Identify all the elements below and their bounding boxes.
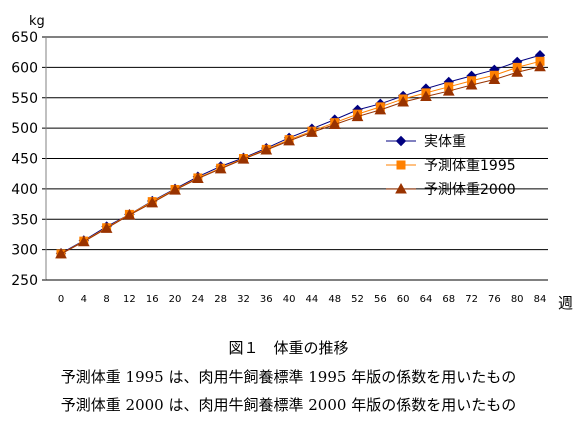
point-2-80	[511, 66, 524, 77]
x-tick-label-44: 44	[306, 294, 319, 305]
x-tick-label-72: 72	[465, 294, 478, 305]
legend-label-2: 予測体重2000	[424, 182, 516, 198]
y-tick-label-550: 550	[11, 91, 38, 107]
point-2-36	[260, 143, 273, 155]
series-2	[55, 60, 546, 259]
legend-marker-1	[396, 160, 406, 170]
x-tick-label-24: 24	[191, 294, 204, 305]
point-2-16	[146, 196, 159, 208]
caption-note-1995: 予測体重 1995 は、肉用牛飼養標準 1995 年版の係数を用いたもの	[60, 368, 517, 386]
legend-label-0: 実体重	[424, 134, 466, 150]
x-tick-label-60: 60	[397, 294, 410, 305]
point-2-0	[55, 247, 67, 259]
x-tick-label-64: 64	[420, 294, 433, 305]
point-2-20	[169, 184, 181, 195]
y-tick-label-400: 400	[11, 182, 38, 198]
point-2-32	[237, 153, 250, 164]
point-2-12	[123, 208, 136, 220]
point-2-28	[214, 162, 227, 174]
x-tick-label-80: 80	[511, 294, 524, 305]
legend-label-1: 予測体重1995	[424, 158, 516, 174]
x-tick-label-76: 76	[488, 294, 501, 305]
y-tick-label-650: 650	[11, 30, 38, 46]
point-2-72	[465, 78, 478, 90]
y-tick-label-500: 500	[11, 121, 38, 137]
x-tick-label-20: 20	[169, 294, 182, 305]
series-layer	[55, 50, 546, 259]
x-tick-label-0: 0	[58, 294, 64, 305]
point-2-56	[374, 103, 387, 115]
y-tick-label-600: 600	[11, 60, 38, 76]
y-tick-label-350: 350	[11, 212, 38, 228]
x-tick-label-4: 4	[81, 294, 87, 305]
x-tick-label-36: 36	[260, 294, 273, 305]
point-2-52	[351, 110, 364, 122]
x-tick-label-32: 32	[237, 294, 250, 305]
point-2-40	[283, 134, 295, 146]
x-tick-label-12: 12	[123, 294, 136, 305]
point-2-48	[328, 118, 341, 129]
x-tick-label-84: 84	[534, 294, 547, 305]
x-tick-label-52: 52	[351, 294, 364, 305]
y-axis-unit-label: kg	[29, 14, 45, 29]
x-tick-label-28: 28	[214, 294, 227, 305]
point-2-44	[306, 126, 318, 137]
grid-lines	[46, 36, 548, 251]
point-2-84	[534, 60, 546, 72]
x-tick-label-68: 68	[442, 294, 455, 305]
x-tick-label-16: 16	[146, 294, 159, 305]
y-tick-label-250: 250	[11, 273, 38, 289]
point-2-4	[77, 235, 90, 247]
point-2-24	[192, 172, 204, 184]
figure-title: 図１ 体重の推移	[228, 339, 349, 357]
point-2-76	[488, 73, 501, 85]
x-tick-label-8: 8	[103, 294, 109, 305]
legend-marker-2	[395, 182, 407, 194]
series-line-2	[60, 66, 541, 255]
caption-note-2000: 予測体重 2000 は、肉用牛飼養標準 2000 年版の係数を用いたもの	[60, 396, 517, 414]
x-axis-unit-label: 週	[558, 294, 573, 312]
x-tick-label-56: 56	[374, 294, 387, 305]
legend-marker-0	[395, 135, 407, 147]
x-tick-label-40: 40	[283, 294, 296, 305]
point-2-68	[442, 85, 455, 96]
point-2-8	[100, 222, 113, 233]
x-tick-label-48: 48	[328, 294, 341, 305]
y-tick-label-300: 300	[11, 243, 38, 259]
point-2-60	[397, 95, 409, 107]
point-2-64	[420, 90, 432, 102]
series-line-1	[60, 60, 541, 255]
y-tick-label-450: 450	[11, 152, 38, 168]
